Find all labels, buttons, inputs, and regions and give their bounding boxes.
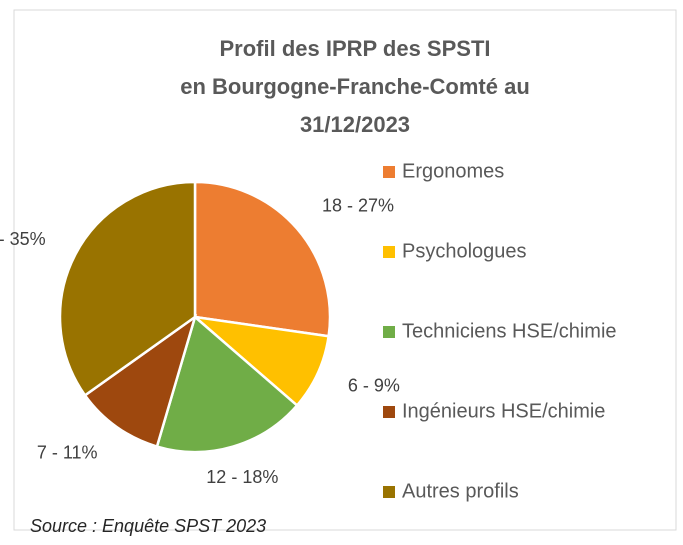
pie-slice — [155, 314, 299, 454]
data-label: 12 - 18% — [206, 467, 278, 487]
legend-swatch — [383, 246, 395, 258]
data-label: 18 - 27% — [322, 196, 394, 216]
legend-swatch — [383, 326, 395, 338]
data-label: 23 - 35% — [0, 229, 46, 249]
legend-label: Techniciens HSE/chimie — [402, 320, 617, 342]
chart-title: en Bourgogne-Franche-Comté au — [180, 74, 530, 99]
legend-label: Psychologues — [402, 240, 527, 262]
pie-slice — [58, 180, 197, 398]
legend-label: Autres profils — [402, 480, 519, 502]
data-label: 6 - 9% — [348, 376, 400, 396]
pie-slice — [193, 180, 332, 338]
legend-swatch — [383, 406, 395, 418]
legend-swatch — [383, 486, 395, 498]
legend-label: Ergonomes — [402, 160, 504, 182]
data-label: 7 - 11% — [37, 443, 98, 463]
chart-title: 31/12/2023 — [300, 112, 410, 137]
source-note: Source : Enquête SPST 2023 — [30, 516, 266, 536]
legend-swatch — [383, 166, 395, 178]
legend-label: Ingénieurs HSE/chimie — [402, 400, 605, 422]
chart-title: Profil des IPRP des SPSTI — [219, 36, 490, 61]
pie-slice — [83, 313, 198, 449]
